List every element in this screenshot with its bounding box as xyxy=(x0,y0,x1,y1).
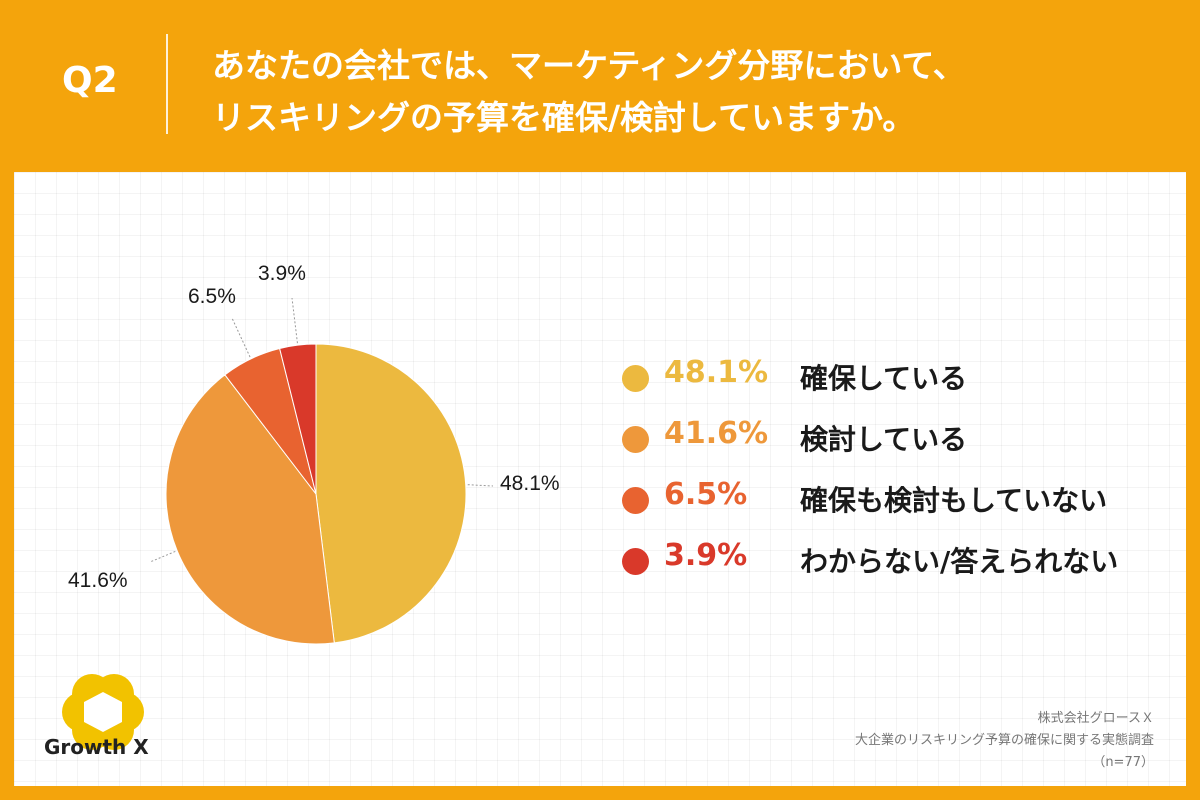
pie-slice xyxy=(315,343,467,644)
header-divider xyxy=(166,34,168,134)
question-title-line1: あなたの会社では、マーケティング分野において、 xyxy=(212,46,966,85)
footer-company: 株式会社グロースＸ xyxy=(1037,711,1154,726)
pie-data-label: 3.9% xyxy=(258,262,306,285)
legend-pct: 41.6% xyxy=(664,416,769,451)
legend-label: 検討している xyxy=(800,423,968,456)
question-title-line2: リスキリングの予算を確保/検討していますか。 xyxy=(212,98,916,137)
question-label: Q2 xyxy=(62,60,118,101)
legend-item: 3.9% わからない/答えられない xyxy=(620,536,1180,597)
legend-label: 確保も検討もしていない xyxy=(800,484,1108,517)
pie-slice xyxy=(279,343,317,495)
pie-leader-line xyxy=(291,297,298,344)
growthx-logo-icon xyxy=(62,674,144,750)
legend-label: 確保している xyxy=(800,362,968,395)
logo-text: Growth X xyxy=(44,735,149,759)
legend-label: わからない/答えられない xyxy=(800,545,1119,578)
pie-data-label: 48.1% xyxy=(500,472,560,495)
pie-leader-line xyxy=(149,550,176,563)
legend-item: 48.1% 確保している xyxy=(620,353,1180,414)
pie-leader-line xyxy=(467,484,494,487)
footer-sample: （n=77） xyxy=(1092,755,1154,770)
legend-dot-icon xyxy=(622,487,649,514)
pie-leader-line xyxy=(231,317,251,358)
footer-source: 株式会社グロースＸ 大企業のリスキリング予算の確保に関する実態調査 （n=77） xyxy=(855,708,1154,774)
footer-survey: 大企業のリスキリング予算の確保に関する実態調査 xyxy=(854,733,1154,748)
legend-pct: 48.1% xyxy=(664,355,769,390)
pie-data-label: 6.5% xyxy=(188,285,236,308)
question-title: あなたの会社では、マーケティング分野において、 リスキリングの予算を確保/検討し… xyxy=(212,40,1172,144)
legend: 48.1% 確保している 41.6% 検討している 6.5% 確保も検討もしてい… xyxy=(620,353,1180,597)
legend-dot-icon xyxy=(622,548,649,575)
legend-item: 6.5% 確保も検討もしていない xyxy=(620,475,1180,536)
legend-pct: 6.5% xyxy=(664,477,748,512)
pie-data-label: 41.6% xyxy=(68,569,128,592)
legend-item: 41.6% 検討している xyxy=(620,414,1180,475)
legend-pct: 3.9% xyxy=(664,538,748,573)
legend-dot-icon xyxy=(622,365,649,392)
pie-slice xyxy=(165,374,335,645)
legend-dot-icon xyxy=(622,426,649,453)
